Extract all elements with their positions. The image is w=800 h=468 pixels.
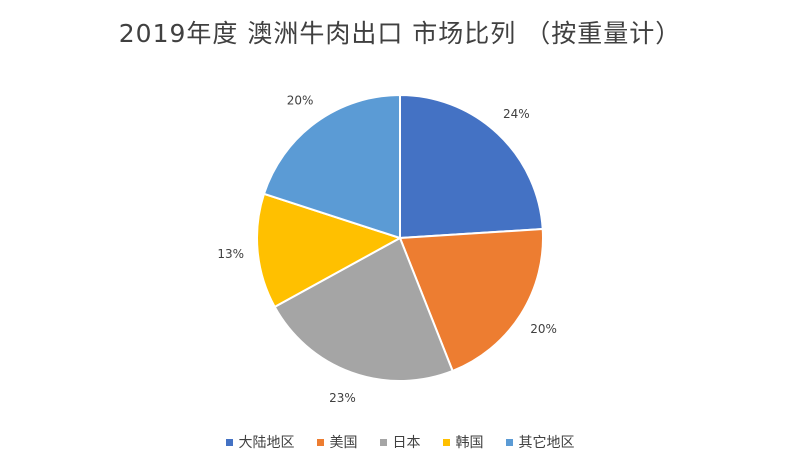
- legend-item-5: 其它地区: [505, 432, 575, 452]
- legend-swatch-icon: [316, 438, 324, 446]
- legend-swatch-icon: [505, 438, 513, 446]
- pie-slice-3: [273, 236, 454, 382]
- legend-item-1: 大陆地区: [225, 432, 295, 452]
- legend: 大陆地区 美国 日本 韩国 其它地区: [0, 432, 800, 452]
- slice-label-5: 20%: [287, 93, 314, 107]
- slice-label-1: 24%: [503, 107, 530, 121]
- slice-label-2: 20%: [530, 322, 557, 336]
- pie-slice-1: [399, 93, 544, 240]
- legend-item-4: 韩国: [442, 432, 484, 452]
- slice-label-3: 23%: [329, 391, 356, 405]
- legend-swatch-icon: [225, 438, 233, 446]
- pie-slice-2: [398, 227, 544, 373]
- chart-title: 2019年度 澳洲牛肉出口 市场比列 （按重量计）: [118, 19, 682, 48]
- legend-item-2: 美国: [316, 432, 358, 452]
- legend-label: 大陆地区: [238, 435, 295, 451]
- legend-label: 日本: [392, 435, 421, 451]
- legend-item-3: 日本: [379, 432, 421, 452]
- legend-label: 美国: [329, 435, 358, 451]
- pie-slice-5: [262, 93, 401, 240]
- slice-label-4: 13%: [217, 247, 244, 261]
- legend-label: 韩国: [455, 435, 484, 451]
- legend-swatch-icon: [379, 438, 387, 446]
- legend-label: 其它地区: [518, 435, 575, 451]
- pie-slice-4: [256, 192, 403, 309]
- legend-swatch-icon: [442, 438, 450, 446]
